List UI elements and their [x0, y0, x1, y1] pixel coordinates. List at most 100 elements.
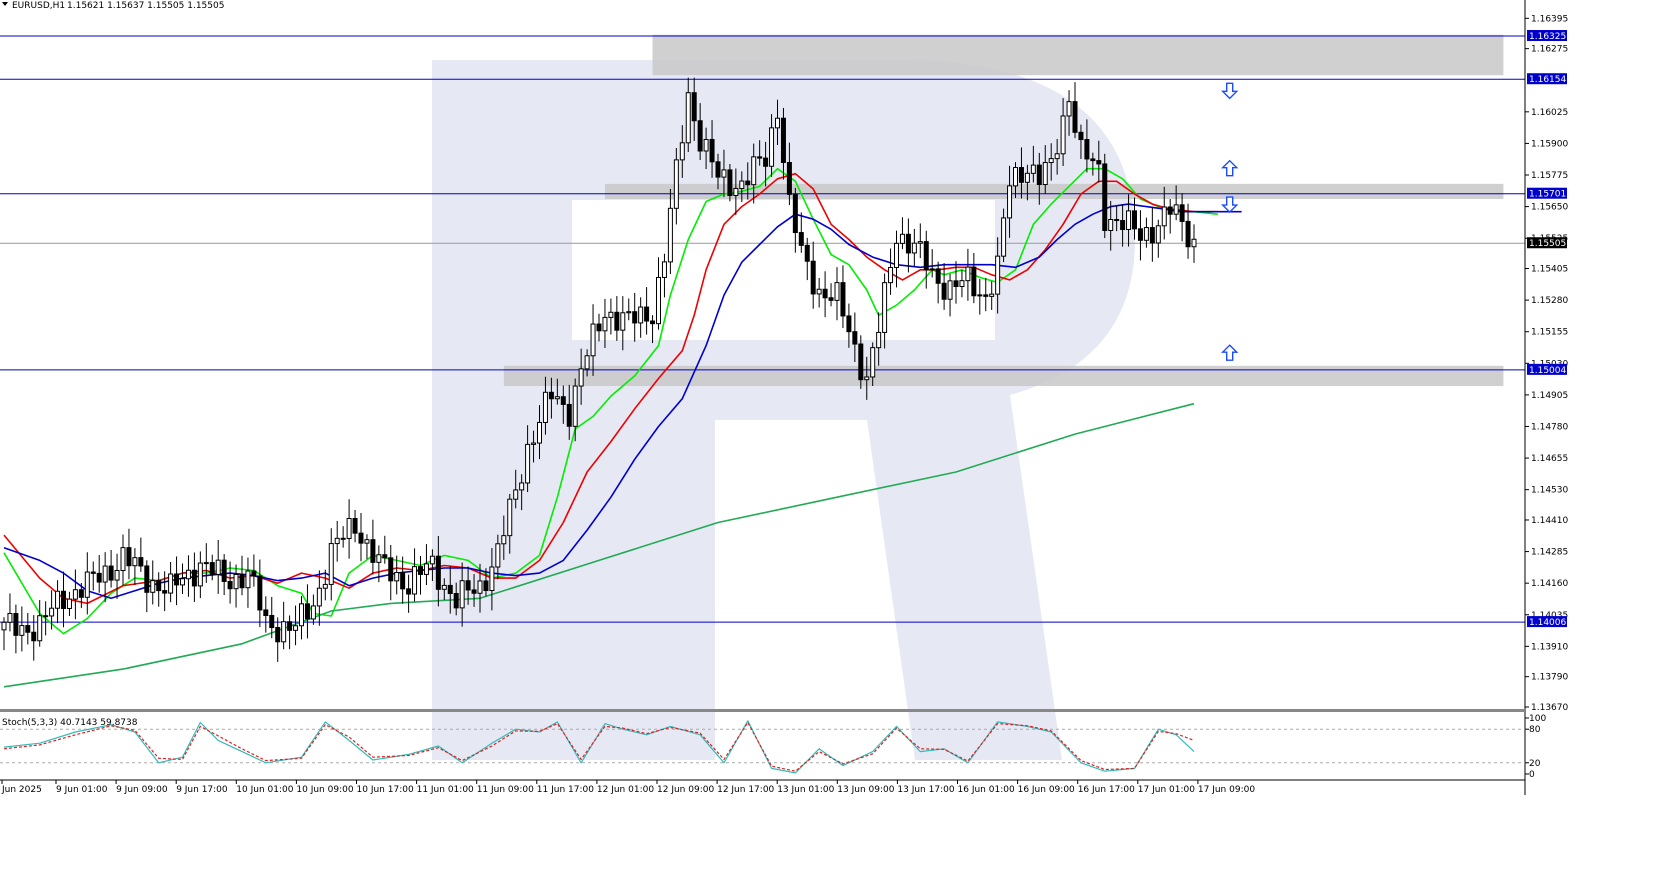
- candle: [947, 273, 953, 317]
- time-tick-label: 12 Jun 17:00: [717, 785, 774, 795]
- candle-body: [751, 156, 757, 186]
- candle: [1090, 152, 1096, 176]
- candle: [66, 591, 72, 616]
- candle: [471, 574, 477, 607]
- candle: [596, 313, 602, 342]
- pane-separator: [0, 709, 1525, 712]
- candle: [495, 534, 501, 580]
- candle: [197, 551, 203, 599]
- candle: [376, 545, 382, 583]
- candle: [525, 425, 531, 493]
- candle: [388, 544, 394, 601]
- candle: [792, 187, 798, 253]
- candle-body: [876, 331, 882, 349]
- candle-body: [1, 621, 7, 631]
- candle-body: [144, 565, 150, 593]
- candle: [1007, 165, 1013, 238]
- candle: [965, 248, 971, 301]
- stoch-tick-label: 100: [1529, 714, 1546, 724]
- candle-body: [786, 161, 792, 195]
- candle: [894, 230, 899, 288]
- candle: [150, 560, 156, 605]
- candle-body: [489, 566, 495, 592]
- candle-body: [828, 297, 834, 301]
- price-tick-label: 1.16395: [1531, 14, 1568, 24]
- level-tag-bg: [1527, 30, 1567, 42]
- candle-body: [1084, 139, 1090, 160]
- candle-body: [13, 613, 19, 636]
- candle-body: [1114, 219, 1120, 222]
- candle-body: [1185, 220, 1191, 248]
- candle-body: [281, 621, 287, 643]
- candle-body: [935, 268, 941, 284]
- candle-body: [310, 605, 316, 620]
- candle-body: [102, 565, 108, 583]
- candle-body: [703, 138, 709, 152]
- candle: [1013, 162, 1018, 198]
- candle-body: [162, 590, 168, 594]
- candle: [1179, 193, 1185, 242]
- candle-body: [78, 589, 84, 598]
- price-tick-label: 1.15775: [1531, 171, 1568, 181]
- price-tick-label: 1.14410: [1531, 516, 1568, 526]
- price-tick-label: 1.15900: [1531, 139, 1568, 149]
- candle-body: [1007, 185, 1013, 219]
- time-tick-label: 9 Jun 09:00: [116, 785, 168, 795]
- candle: [995, 237, 1001, 314]
- candle: [1114, 205, 1120, 232]
- candle-body: [239, 573, 245, 589]
- candle: [275, 617, 281, 662]
- candle: [483, 568, 489, 597]
- candle: [400, 556, 406, 604]
- candle-body: [983, 294, 989, 297]
- time-tick-label: 17 Jun 09:00: [1198, 785, 1255, 795]
- candle-body: [923, 241, 929, 271]
- candle: [144, 560, 150, 613]
- candle-body: [685, 92, 691, 144]
- candle-body: [780, 117, 786, 163]
- candle-body: [221, 559, 227, 582]
- candle: [1120, 204, 1126, 247]
- watermark-logo: [432, 60, 1135, 760]
- candle: [905, 218, 911, 273]
- candle: [697, 103, 703, 161]
- candle-body: [644, 306, 650, 322]
- candle-body: [590, 323, 596, 357]
- candle: [816, 277, 822, 308]
- candle: [269, 596, 275, 639]
- level-tag-label: 1.16325: [1529, 32, 1566, 42]
- candle-body: [43, 615, 49, 618]
- candle-body: [1126, 210, 1132, 230]
- candle-body: [1072, 101, 1078, 133]
- candle-body: [263, 609, 269, 617]
- candle: [531, 430, 537, 463]
- candle-body: [203, 562, 209, 565]
- candle: [429, 549, 435, 582]
- candle: [661, 253, 667, 298]
- candle: [108, 549, 114, 588]
- candle: [138, 537, 144, 572]
- candle-body: [905, 233, 911, 254]
- candle-body: [1066, 101, 1072, 117]
- candle: [406, 574, 412, 613]
- candle-body: [769, 127, 775, 167]
- chart-menu-icon[interactable]: [2, 2, 8, 6]
- candle: [84, 552, 90, 615]
- candle: [49, 590, 55, 630]
- candle: [221, 554, 227, 596]
- price-tick-label: 1.14905: [1531, 391, 1568, 401]
- candle: [334, 520, 340, 562]
- candle-body: [852, 331, 858, 345]
- candle: [560, 385, 566, 424]
- candle-body: [191, 569, 197, 587]
- arrow-up-icon: [1221, 344, 1239, 361]
- candle-body: [554, 396, 560, 400]
- candle: [72, 569, 78, 620]
- candle-body: [275, 627, 281, 643]
- candle-body: [507, 498, 513, 537]
- candle-body: [358, 532, 364, 544]
- candle-body: [7, 613, 13, 623]
- candle-body: [174, 573, 180, 586]
- candle: [977, 278, 983, 315]
- candle-body: [346, 517, 352, 539]
